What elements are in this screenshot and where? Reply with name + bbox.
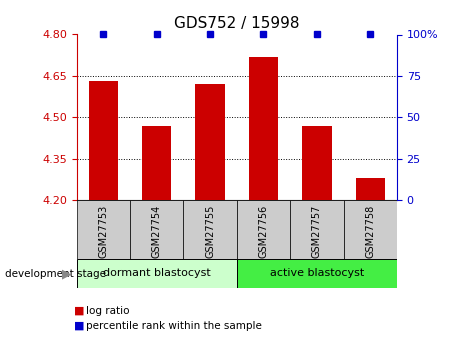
Bar [89, 81, 118, 200]
Bar [302, 126, 331, 200]
Bar [237, 200, 290, 259]
Text: GSM27755: GSM27755 [205, 205, 215, 258]
Bar [344, 200, 397, 259]
Bar [290, 200, 344, 259]
Title: GDS752 / 15998: GDS752 / 15998 [174, 16, 299, 31]
Text: GSM27757: GSM27757 [312, 205, 322, 258]
Text: ■: ■ [74, 306, 85, 315]
Text: ■: ■ [74, 321, 85, 331]
Text: GSM27754: GSM27754 [152, 205, 162, 258]
Bar [142, 126, 171, 200]
Bar [355, 178, 385, 200]
Bar [195, 84, 225, 200]
Text: GSM27758: GSM27758 [365, 205, 375, 258]
Text: GSM27756: GSM27756 [258, 205, 268, 258]
Bar [77, 200, 130, 259]
Text: active blastocyst: active blastocyst [270, 268, 364, 278]
Bar [237, 259, 397, 288]
Text: ▶: ▶ [62, 268, 72, 281]
Text: development stage: development stage [5, 269, 106, 279]
Bar [249, 57, 278, 200]
Text: dormant blastocyst: dormant blastocyst [103, 268, 211, 278]
Bar [184, 200, 237, 259]
Text: log ratio: log ratio [86, 306, 129, 315]
Bar [130, 200, 184, 259]
Text: GSM27753: GSM27753 [98, 205, 108, 258]
Bar [77, 259, 237, 288]
Text: percentile rank within the sample: percentile rank within the sample [86, 321, 262, 331]
